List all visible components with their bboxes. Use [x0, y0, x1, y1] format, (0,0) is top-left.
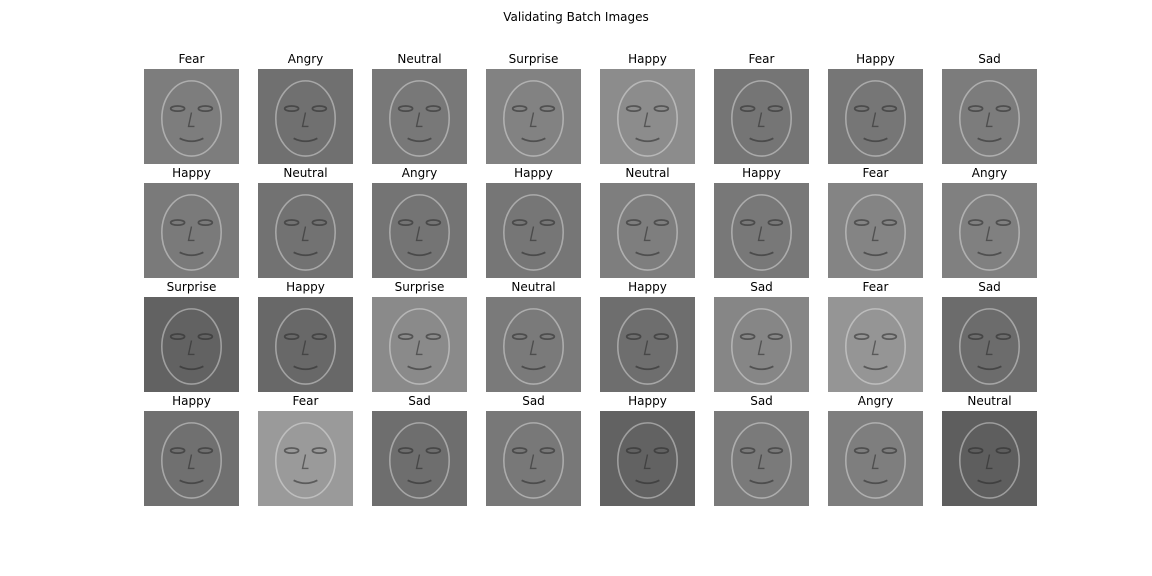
face-image	[828, 69, 923, 164]
face-image	[486, 183, 581, 278]
image-label: Angry	[401, 166, 438, 180]
image-label: Sad	[978, 280, 1001, 294]
face-image	[714, 411, 809, 506]
face-image	[942, 297, 1037, 392]
face-image	[942, 183, 1037, 278]
face-image	[258, 297, 353, 392]
image-label: Sad	[978, 52, 1001, 66]
face-image	[486, 411, 581, 506]
face-image	[372, 183, 467, 278]
image-label: Sad	[408, 394, 431, 408]
face-image	[600, 69, 695, 164]
image-label: Surprise	[166, 280, 217, 294]
image-label: Fear	[862, 280, 889, 294]
image-label: Neutral	[625, 166, 670, 180]
image-label: Neutral	[283, 166, 328, 180]
image-label: Sad	[750, 394, 773, 408]
face-image	[828, 297, 923, 392]
face-image	[714, 183, 809, 278]
image-label: Happy	[628, 52, 667, 66]
image-label: Angry	[971, 166, 1008, 180]
face-image	[600, 411, 695, 506]
image-label: Neutral	[967, 394, 1012, 408]
image-label: Surprise	[508, 52, 559, 66]
image-label: Happy	[628, 280, 667, 294]
face-image	[942, 411, 1037, 506]
image-label: Neutral	[397, 52, 442, 66]
face-image	[828, 183, 923, 278]
face-image	[144, 297, 239, 392]
image-label: Surprise	[394, 280, 445, 294]
face-image	[372, 69, 467, 164]
image-label: Fear	[178, 52, 205, 66]
image-label: Fear	[862, 166, 889, 180]
face-image	[372, 297, 467, 392]
image-label: Happy	[286, 280, 325, 294]
face-image	[144, 69, 239, 164]
face-image	[828, 411, 923, 506]
face-image	[714, 297, 809, 392]
face-image	[258, 183, 353, 278]
image-label: Happy	[514, 166, 553, 180]
image-label: Angry	[857, 394, 894, 408]
image-label: Angry	[287, 52, 324, 66]
image-label: Sad	[750, 280, 773, 294]
image-label: Happy	[172, 166, 211, 180]
image-label: Fear	[748, 52, 775, 66]
image-label: Happy	[628, 394, 667, 408]
face-image	[714, 69, 809, 164]
image-label: Neutral	[511, 280, 556, 294]
face-image	[600, 183, 695, 278]
image-label: Fear	[292, 394, 319, 408]
face-image	[144, 183, 239, 278]
face-image	[258, 69, 353, 164]
face-image	[942, 69, 1037, 164]
face-image	[258, 411, 353, 506]
face-image	[144, 411, 239, 506]
image-label: Happy	[742, 166, 781, 180]
face-image	[486, 69, 581, 164]
image-label: Happy	[172, 394, 211, 408]
image-label: Sad	[522, 394, 545, 408]
face-image	[600, 297, 695, 392]
face-image	[372, 411, 467, 506]
figure-title: Validating Batch Images	[503, 10, 649, 24]
face-image	[486, 297, 581, 392]
image-label: Happy	[856, 52, 895, 66]
